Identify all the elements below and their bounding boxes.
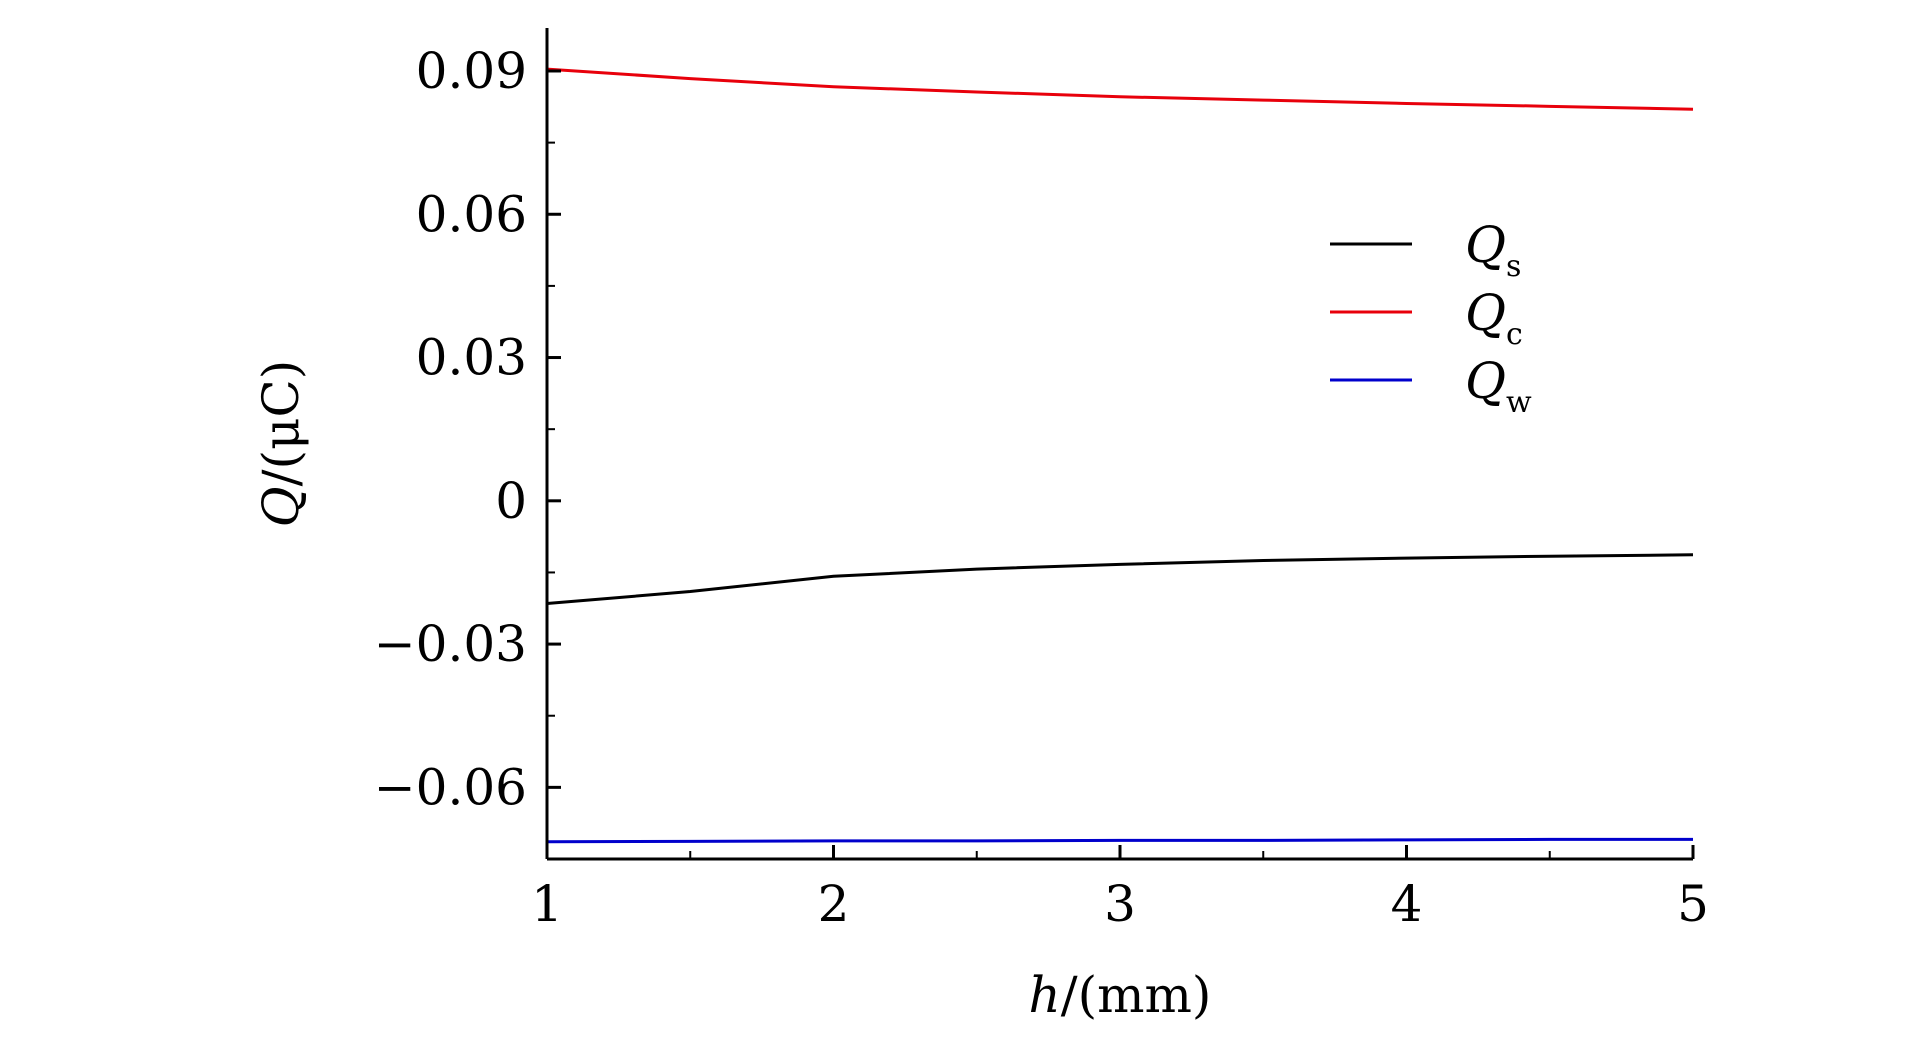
y-axis-unit: /(μC) — [252, 360, 310, 487]
legend-subscript: w — [1506, 385, 1532, 420]
x-tick-label: 5 — [1677, 875, 1709, 933]
legend-label-w: Qw — [1465, 352, 1532, 420]
y-axis-var: Q — [252, 486, 310, 527]
series-line-w — [546, 837, 1693, 844]
legend-label-c: Qc — [1465, 284, 1523, 352]
x-axis-unit: /(mm) — [1061, 966, 1212, 1024]
y-tick-label: −0.03 — [374, 615, 527, 673]
y-tick-label: 0 — [495, 472, 527, 530]
y-tick-label: −0.06 — [374, 758, 527, 816]
y-tick-label: 0.03 — [416, 329, 527, 387]
x-axis-var: h — [1029, 966, 1061, 1024]
legend-var: Q — [1465, 352, 1506, 410]
x-tick-label: 1 — [531, 875, 563, 933]
legend-subscript: s — [1506, 249, 1521, 284]
axis-titles: h/(mm) Q/(μC) — [252, 360, 1211, 1024]
tick-labels: 1 2 3 4 5 −0.06 −0.03 0 0.03 0.06 0.09 — [374, 42, 1709, 933]
y-tick-label: 0.06 — [416, 185, 527, 243]
x-axis-title: h/(mm) — [1029, 966, 1212, 1024]
series-line-c — [546, 67, 1694, 111]
series-line-s — [546, 553, 1694, 605]
legend-label-s: Qs — [1465, 216, 1521, 284]
x-tick-label: 3 — [1104, 875, 1136, 933]
y-tick-label: 0.09 — [416, 42, 527, 100]
x-tick-label: 2 — [818, 875, 850, 933]
x-tick-label: 4 — [1391, 875, 1423, 933]
y-axis-title: Q/(μC) — [252, 360, 310, 528]
axes — [545, 28, 1693, 861]
legend-var: Q — [1465, 284, 1506, 342]
legend-var: Q — [1465, 216, 1506, 274]
plot-lines — [546, 67, 1694, 844]
ticks — [545, 69, 1695, 860]
legend-subscript: c — [1506, 317, 1523, 352]
